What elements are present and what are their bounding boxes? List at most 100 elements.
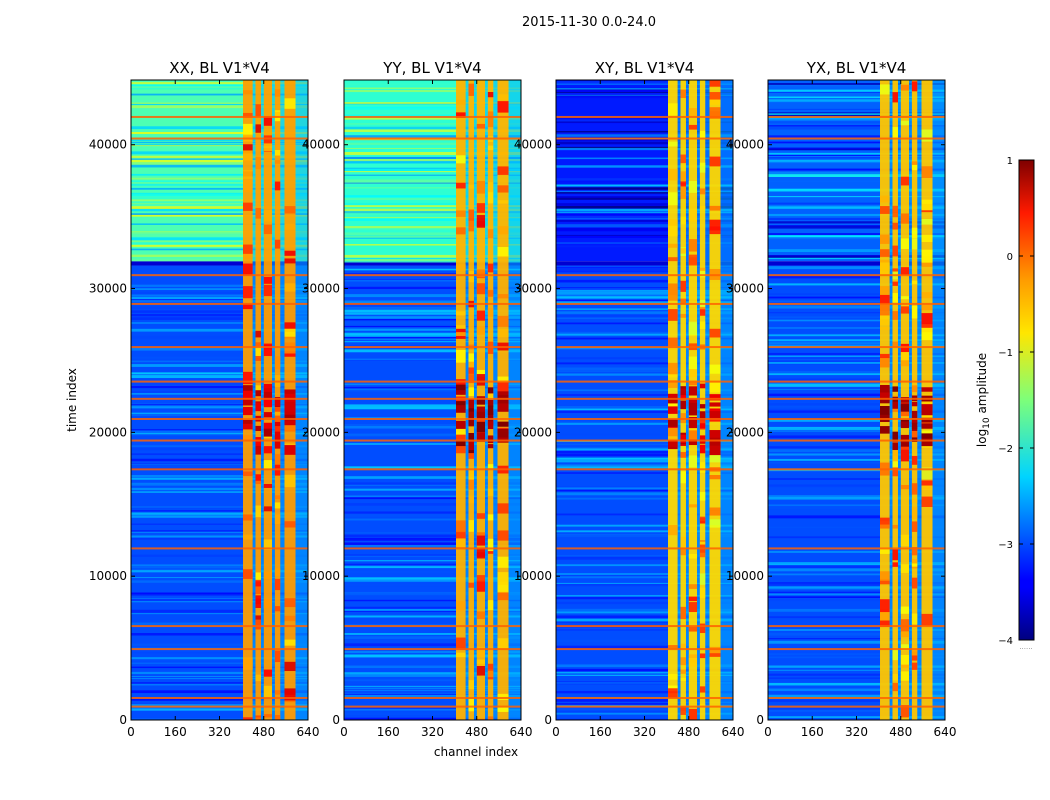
noise-row (344, 443, 521, 445)
noise-row (768, 358, 945, 360)
noise-row (344, 565, 521, 569)
x-tick-label: 160 (589, 725, 612, 739)
noise-row-upper (556, 146, 733, 149)
colorbar-tick-label: −4 (998, 636, 1013, 647)
inter-band (685, 80, 689, 720)
rfi-cell (284, 223, 296, 230)
rfi-cell (668, 283, 678, 296)
flare-cell (921, 433, 933, 441)
noise-row (131, 356, 308, 359)
noise-row (556, 576, 733, 579)
bright-row (344, 468, 521, 471)
noise-row (344, 577, 521, 580)
noise-row (131, 622, 308, 625)
noise-row-upper (344, 114, 521, 117)
noise-row (131, 458, 308, 462)
noise-row (344, 606, 521, 609)
noise-row (344, 309, 521, 313)
rfi-cell (900, 296, 910, 300)
noise-row-upper (131, 143, 308, 146)
rfi-cell (688, 657, 698, 667)
rfi-cell (243, 286, 253, 299)
y-tick-label: 40000 (514, 138, 552, 152)
noise-row (131, 531, 308, 534)
rfi-cell (487, 663, 494, 670)
noise-row (344, 583, 521, 587)
rfi-cell (911, 161, 918, 165)
noise-row (556, 394, 733, 396)
inter-band (705, 80, 710, 720)
inter-band (493, 80, 498, 720)
flare-cell (688, 439, 698, 446)
y-tick-label: 30000 (89, 282, 127, 296)
flare-cell (880, 384, 890, 393)
inter-band (697, 80, 700, 720)
rfi-cell (911, 662, 918, 670)
flare-cell (476, 406, 486, 412)
rfi-cell (274, 514, 281, 525)
rfi-cell (476, 310, 486, 321)
noise-row-upper (344, 195, 521, 197)
flare-cell (456, 384, 466, 392)
rfi-cell (497, 706, 509, 712)
rfi-cell (487, 97, 494, 101)
bright-row (768, 468, 945, 471)
noise-row (131, 708, 308, 711)
rfi-cell (911, 230, 918, 235)
rfi-cell (892, 673, 898, 681)
rfi-cell (456, 349, 466, 363)
flare-cell (892, 442, 898, 451)
flare-cell (668, 439, 678, 447)
rfi-cell (911, 385, 918, 393)
noise-row-upper (768, 120, 945, 124)
noise-row (131, 375, 308, 379)
noise-row (768, 573, 945, 576)
bright-row (344, 302, 521, 305)
rfi-cell (709, 510, 721, 516)
heatmap-cells (768, 80, 945, 720)
noise-row-upper (768, 119, 945, 122)
rfi-cell (680, 536, 686, 549)
noise-row (556, 524, 733, 527)
noise-row (768, 653, 945, 656)
noise-row-upper (344, 208, 521, 212)
rfi-cell (668, 645, 678, 649)
rfi-cell (284, 283, 296, 292)
noise-row (556, 337, 733, 340)
noise-row (556, 621, 733, 624)
flare-cell (456, 440, 466, 447)
rfi-cell (468, 495, 474, 504)
noise-row-upper (556, 139, 733, 141)
rfi-cell (255, 157, 261, 170)
noise-row-upper (344, 117, 521, 120)
rfi-cell (900, 671, 910, 681)
flare-cell (911, 422, 918, 430)
noise-row-upper (768, 257, 945, 260)
bright-row (131, 380, 308, 383)
bright-row (131, 137, 308, 140)
noise-row (556, 611, 733, 614)
bright-row (556, 302, 733, 305)
rfi-cell (668, 337, 678, 350)
y-tick-label: 0 (756, 713, 764, 727)
noise-row (344, 650, 521, 653)
flare-cell (274, 431, 281, 440)
rfi-cell (900, 238, 910, 249)
noise-row (556, 555, 733, 557)
rfi-cell (921, 613, 933, 626)
noise-row (556, 322, 733, 325)
noise-row-upper (768, 204, 945, 207)
noise-row (344, 386, 521, 389)
noise-row-upper (131, 183, 308, 187)
noise-row-upper (131, 213, 308, 216)
rfi-cell (263, 446, 273, 454)
rfi-cell (456, 325, 466, 329)
noise-row (344, 433, 521, 437)
noise-row-upper (556, 95, 733, 99)
rfi-cell (921, 480, 933, 490)
noise-row-upper (556, 213, 733, 216)
noise-row (556, 370, 733, 372)
noise-row-upper (131, 162, 308, 166)
flare-cell (699, 383, 706, 389)
noise-row (768, 388, 945, 390)
